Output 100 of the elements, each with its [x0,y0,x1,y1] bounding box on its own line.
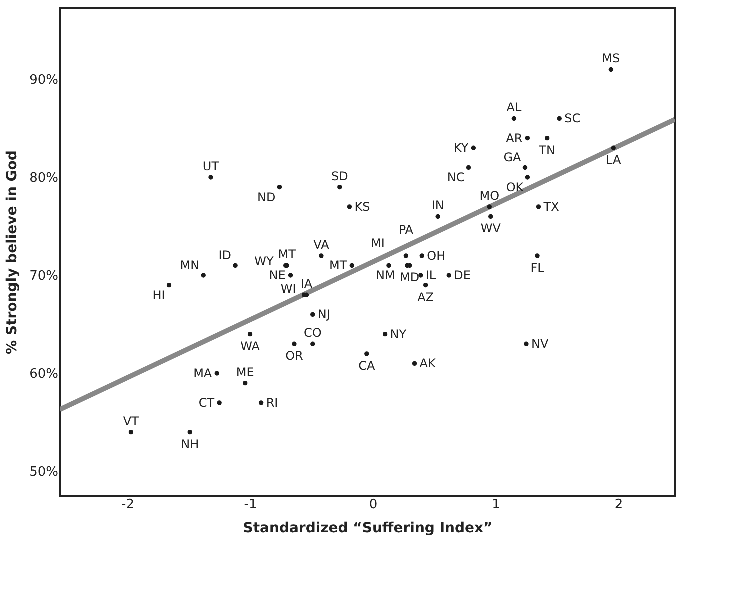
y-tick-label: 70% [30,269,58,284]
data-label: TN [538,143,556,158]
data-label: VA [314,238,330,252]
point [310,312,316,318]
point [319,254,324,258]
point [188,430,192,435]
data-label: OK [506,180,525,195]
point [488,214,494,220]
point [382,332,388,337]
data-label: AL [506,100,522,115]
data-label: PA [398,222,414,237]
x-tick-label: -1 [244,498,258,512]
point [535,254,540,258]
point [544,136,550,141]
data-label: KY [454,141,470,156]
y-tick-label: 90% [30,73,58,88]
data-label: KS [354,200,370,214]
data-label: NE [269,268,286,283]
data-label: GA [504,150,522,165]
point [310,342,316,346]
point [350,263,354,268]
point [364,352,370,356]
point [418,273,424,278]
data-label: OR [286,349,304,364]
data-label: IA [300,277,314,292]
y-tick-label: 60% [30,367,58,382]
point [347,204,352,210]
point [248,332,253,337]
data-label: MN [180,258,200,273]
data-label: MI [371,236,385,251]
point [536,204,542,210]
data-label: WY [254,254,275,269]
x-tick-label: 0 [369,498,378,512]
y-axis-title: % Strongly believe in God [4,150,21,354]
point [423,282,428,288]
point [386,263,392,268]
point [288,273,294,278]
data-label: SD [331,169,348,184]
point [524,342,529,346]
data-label: LA [606,153,622,168]
point [292,342,297,346]
data-label: IN [432,198,444,213]
x-tick-label: -2 [122,498,134,512]
point [258,400,264,406]
data-label: WI [280,282,296,296]
point [217,400,222,406]
point [128,430,134,435]
point [338,184,342,190]
data-label: CT [198,396,216,410]
point [243,380,248,386]
point [611,146,616,150]
data-label: UT [202,160,220,174]
data-label: OH [427,248,446,263]
data-label: MO [480,188,500,203]
data-label: MS [602,52,620,66]
data-label: MT [278,248,297,262]
data-label: AK [420,356,437,371]
point [487,204,492,210]
data-label: AR [506,131,523,146]
point [608,67,614,72]
point [446,273,452,278]
data-label: WV [480,222,502,236]
data-label: RI [266,396,278,410]
data-label: TX [542,200,560,214]
point [214,371,220,376]
data-label: CO [304,326,322,340]
data-label: ID [218,248,232,263]
point [557,116,562,122]
point [208,175,214,180]
data-label: MT [329,258,348,273]
data-label: NH [181,437,200,452]
data-label: ND [258,190,276,204]
data-label: NC [447,170,465,185]
point [166,282,172,288]
data-label: AZ [418,290,434,304]
point [522,165,528,170]
point [525,175,530,180]
point [233,263,238,268]
point [471,146,476,150]
data-label: FL [530,260,545,275]
data-label: MD [400,270,420,285]
data-label: NJ [318,308,330,322]
point [466,165,472,170]
data-label: NM [376,268,396,283]
data-label: ME [236,365,254,380]
data-label: VT [123,414,140,428]
point [404,254,409,258]
point [201,273,206,278]
data-label: IL [426,268,436,283]
data-label: WA [240,339,261,354]
point [436,214,440,220]
point [412,361,418,366]
point [512,116,517,122]
y-tick-label: 80% [30,171,58,186]
point [277,184,282,190]
data-label: NV [531,337,550,352]
data-label: CA [358,358,376,373]
data-label: DE [454,268,471,283]
point [420,254,424,258]
data-label: NY [390,327,408,342]
